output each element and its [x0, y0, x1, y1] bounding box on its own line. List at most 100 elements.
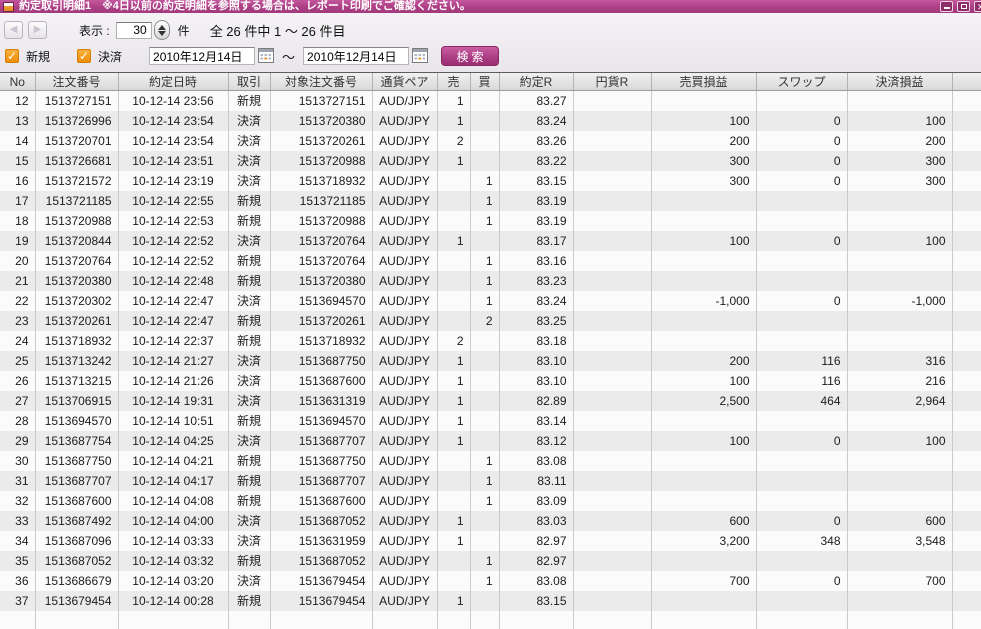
cell-jpy_rate [573, 390, 652, 411]
column-header-swap[interactable]: スワップ [756, 73, 848, 91]
table-row[interactable]: 35 1513687052 10-12-14 03:32 新規 1513687052 AU… [0, 550, 981, 571]
cell-sell: 2 [437, 330, 471, 351]
table-row[interactable]: 20 1513720764 10-12-14 22:52 新規 1513720764 AU… [0, 250, 981, 271]
table-row[interactable]: 24 1513718932 10-12-14 22:37 新規 1513718932 AU… [0, 330, 981, 351]
cell-pair: AUD/JPY [372, 450, 438, 471]
table-row[interactable]: 13 1513726996 10-12-14 23:54 決済 1513720380 AU… [0, 110, 981, 131]
count-stepper[interactable] [153, 20, 170, 40]
cell-filler [952, 131, 981, 151]
new-orders-checkbox-label: 新規 [26, 49, 51, 64]
cell-target_order_no: 1513679454 [270, 570, 373, 591]
stepper-up-icon[interactable] [157, 24, 166, 30]
cell-filler [952, 331, 981, 351]
search-button[interactable]: 検索 [441, 46, 500, 66]
cell-jpy_rate [573, 170, 652, 191]
table-row[interactable]: 25 1513713242 10-12-14 21:27 決済 1513687750 AU… [0, 350, 981, 371]
table-row[interactable]: 21 1513720380 10-12-14 22:48 新規 1513720380 AU… [0, 270, 981, 291]
cell-buy [470, 130, 500, 151]
cell-filler [952, 391, 981, 411]
cell-exec_rate: 83.08 [499, 450, 574, 471]
table-row[interactable]: 16 1513721572 10-12-14 23:19 決済 1513718932 AU… [0, 170, 981, 191]
cell-swap [756, 330, 848, 351]
cell-sell [437, 170, 471, 191]
cell-no: 12 [0, 90, 36, 111]
table-row[interactable]: 31 1513687707 10-12-14 04:17 新規 1513687707 AU… [0, 470, 981, 491]
column-header-exec_time[interactable]: 約定日時 [118, 73, 229, 91]
cell-target_order_no: 1513687750 [270, 350, 373, 371]
table-row[interactable]: 32 1513687600 10-12-14 04:08 新規 1513687600 AU… [0, 490, 981, 511]
table-row[interactable]: 19 1513720844 10-12-14 22:52 決済 1513720764 AU… [0, 230, 981, 251]
column-header-exec_rate[interactable]: 約定R [499, 73, 574, 91]
table-row[interactable]: 33 1513687492 10-12-14 04:00 決済 1513687052 AU… [0, 510, 981, 531]
cell-trade_type: 決済 [228, 370, 271, 391]
column-header-target_order_no[interactable]: 対象注文番号 [270, 73, 373, 91]
maximize-button[interactable] [957, 1, 970, 12]
table-row[interactable]: 23 1513720261 10-12-14 22:47 新規 1513720261 AU… [0, 310, 981, 331]
date-to-input[interactable] [303, 47, 410, 65]
table-row[interactable]: 15 1513726681 10-12-14 23:51 決済 1513720988 AU… [0, 150, 981, 171]
minimize-button[interactable] [940, 1, 953, 12]
cell-exec_time: 10-12-14 04:08 [118, 490, 229, 511]
cell-exec_time: 10-12-14 10:51 [118, 410, 229, 431]
cell-no: 20 [0, 250, 36, 271]
cell-exec_rate: 83.11 [499, 470, 574, 491]
cell-order_no: 1513687750 [35, 450, 119, 471]
cell-trade_pl: 100 [651, 430, 757, 451]
table-row[interactable]: 37 1513679454 10-12-14 00:28 新規 1513679454 AU… [0, 590, 981, 611]
table-row[interactable]: 29 1513687754 10-12-14 04:25 決済 1513687707 AU… [0, 430, 981, 451]
cell-trade_pl: 100 [651, 110, 757, 131]
cell-no: 30 [0, 450, 36, 471]
table-row[interactable]: 14 1513720701 10-12-14 23:54 決済 1513720261 AU… [0, 130, 981, 151]
cell-no: 29 [0, 430, 36, 451]
column-header-buy[interactable]: 買 [470, 73, 500, 91]
cell-filler [952, 171, 981, 191]
column-header-jpy_rate[interactable]: 円貨R [573, 73, 652, 91]
cell-exec_rate: 82.89 [499, 390, 574, 411]
display-count-input[interactable] [115, 21, 152, 39]
cell-no: 19 [0, 230, 36, 251]
cell-buy [470, 590, 500, 611]
cell-jpy_rate [573, 150, 652, 171]
result-range-text: 全 26 件中 1 ～ 26 件目 [209, 23, 346, 39]
table-row[interactable]: 26 1513713215 10-12-14 21:26 決済 1513687600 AU… [0, 370, 981, 391]
cell-no: 21 [0, 270, 36, 291]
column-header-trade_type[interactable]: 取引 [228, 73, 271, 91]
date-from-input[interactable] [149, 47, 256, 65]
cell-exec_time: 10-12-14 22:55 [118, 190, 229, 211]
back-button[interactable]: ◀ [4, 21, 23, 39]
cell-trade_type: 新規 [228, 550, 271, 571]
cell-trade_pl [651, 410, 757, 431]
calendar-to-icon[interactable] [411, 48, 428, 64]
table-row[interactable]: 34 1513687096 10-12-14 03:33 決済 1513631959 AU… [0, 530, 981, 551]
stepper-down-icon[interactable] [157, 30, 166, 36]
table-row[interactable]: 18 1513720988 10-12-14 22:53 新規 1513720988 AU… [0, 210, 981, 231]
cell-settle_pl [847, 90, 953, 111]
cell-buy: 1 [470, 290, 500, 311]
column-header-pair[interactable]: 通貨ペア [372, 73, 438, 91]
table-row[interactable]: 36 1513686679 10-12-14 03:20 決済 1513679454 AU… [0, 570, 981, 591]
calendar-from-icon[interactable] [257, 48, 274, 64]
column-header-order_no[interactable]: 注文番号 [35, 73, 119, 91]
table-row[interactable]: 22 1513720302 10-12-14 22:47 決済 1513694570 AU… [0, 290, 981, 311]
column-header-filler [952, 73, 981, 91]
cell-target_order_no: 1513718932 [270, 330, 373, 351]
cell-trade_type: 新規 [228, 410, 271, 431]
column-header-settle_pl[interactable]: 決済損益 [847, 73, 953, 91]
cell-trade_type: 決済 [228, 530, 271, 551]
forward-button[interactable]: ▶ [28, 21, 47, 39]
column-header-sell[interactable]: 売 [437, 73, 471, 91]
cell-trade_type: 決済 [228, 430, 271, 451]
column-header-trade_pl[interactable]: 売買損益 [651, 73, 757, 91]
close-button[interactable]: ✕ [974, 1, 981, 12]
table-row[interactable]: 17 1513721185 10-12-14 22:55 新規 1513721185 AU… [0, 190, 981, 211]
cell-sell: 1 [437, 530, 471, 551]
table-row[interactable]: 28 1513694570 10-12-14 10:51 新規 1513694570 AU… [0, 410, 981, 431]
table-row[interactable]: 12 1513727151 10-12-14 23:56 新規 1513727151 AU… [0, 90, 981, 111]
column-header-no[interactable]: No [0, 73, 36, 91]
cell-swap [756, 410, 848, 431]
cell-order_no: 1513687492 [35, 510, 119, 531]
settlement-checkbox[interactable]: ✓ [77, 49, 92, 63]
new-orders-checkbox[interactable]: ✓ [5, 49, 19, 63]
table-row[interactable]: 30 1513687750 10-12-14 04:21 新規 1513687750 AU… [0, 450, 981, 471]
table-row[interactable]: 27 1513706915 10-12-14 19:31 決済 1513631319 AU… [0, 390, 981, 411]
